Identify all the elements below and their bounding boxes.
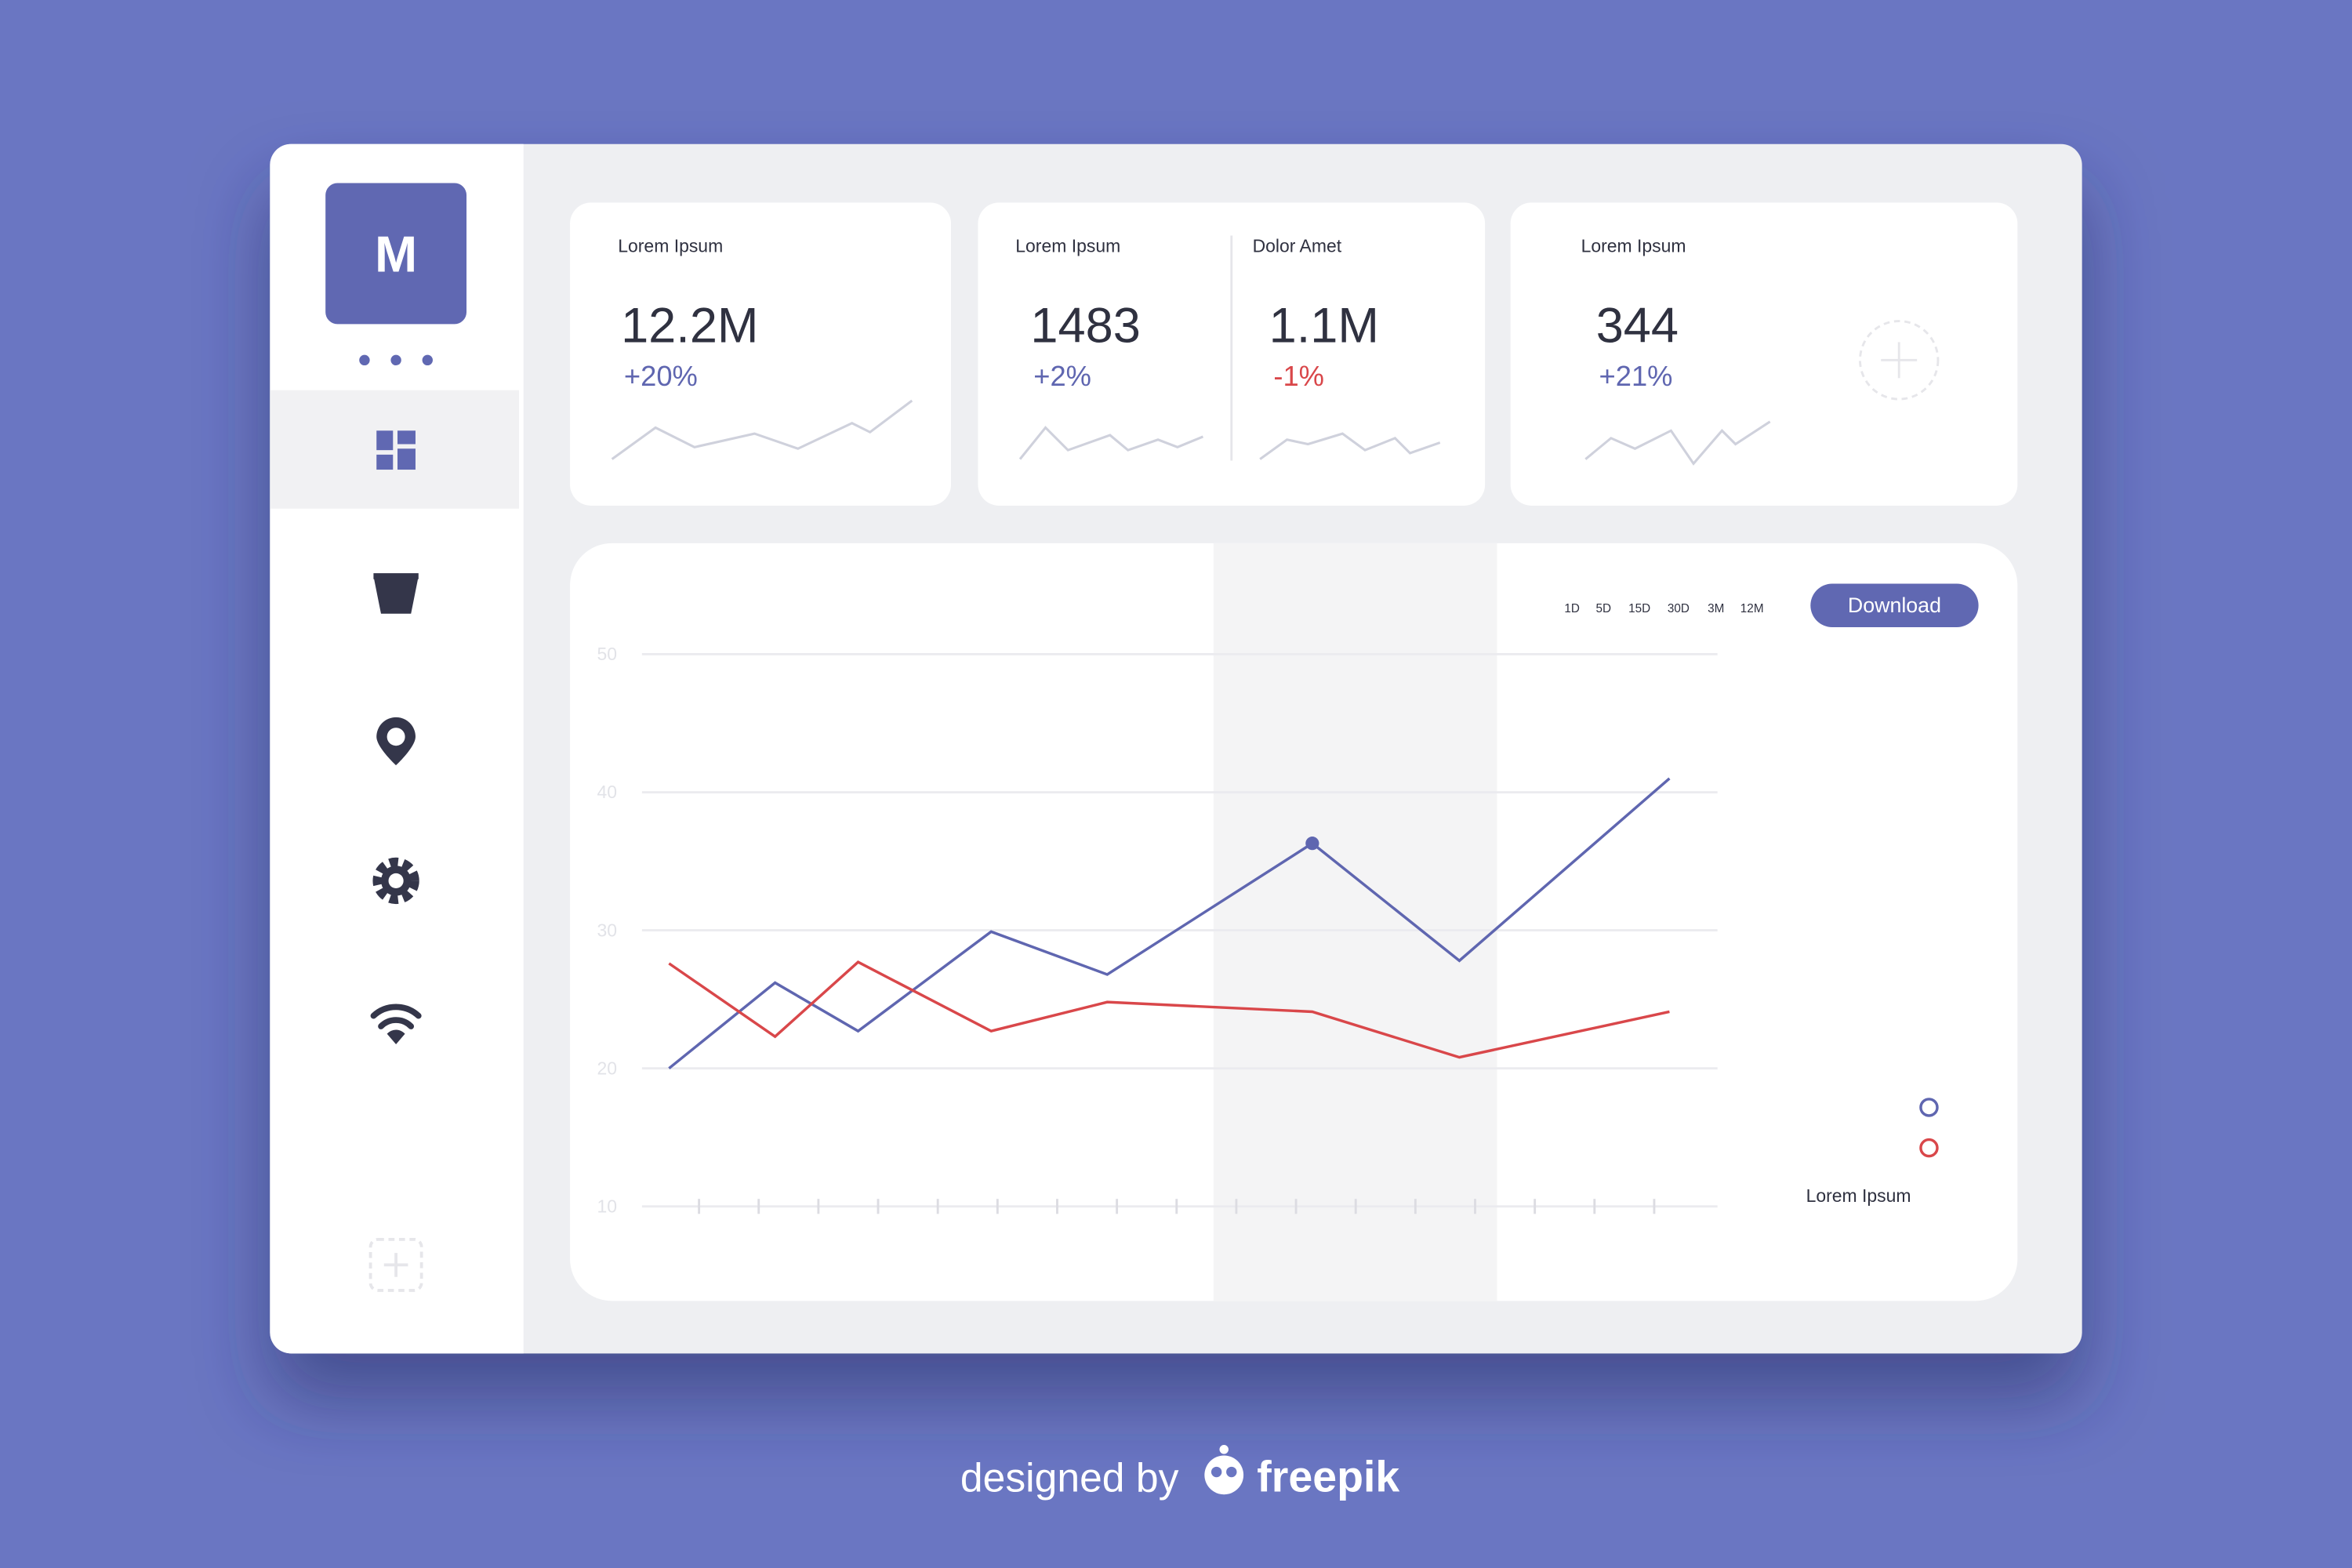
add-nav[interactable] (368, 1237, 423, 1292)
add-widget[interactable] (1859, 320, 1940, 401)
metric-change: +20% (624, 360, 698, 392)
metric-label: Lorem Ipsum (1015, 236, 1120, 256)
sparkline (1259, 432, 1441, 460)
range-option[interactable]: 15D (1628, 602, 1650, 615)
card (1510, 202, 2018, 506)
range-option[interactable]: 30D (1668, 602, 1690, 615)
footer-brand: freepik (1257, 1452, 1399, 1501)
footer-prefix: designed by (960, 1454, 1179, 1500)
range-option[interactable]: 12M (1740, 602, 1764, 615)
settings-icon[interactable] (372, 857, 419, 905)
more-dots[interactable] (359, 354, 433, 366)
legend-swatch (1919, 1138, 1939, 1158)
metric-value: 344 (1596, 298, 1679, 353)
y-tick-label: 10 (597, 1196, 617, 1216)
y-tick-label: 40 (597, 782, 617, 802)
metric-change: +21% (1599, 360, 1673, 392)
sparkline (1018, 426, 1204, 460)
legend (1919, 1098, 1939, 1158)
download-label: Download (1848, 593, 1941, 617)
legend-swatch (1919, 1098, 1939, 1117)
range-option[interactable]: 5D (1596, 602, 1612, 615)
location-icon[interactable] (376, 717, 416, 766)
metric-value: 12.2M (621, 298, 758, 353)
range-option[interactable]: 1D (1564, 602, 1580, 615)
plot: 10 20 30 40 50 (597, 644, 1718, 1216)
y-tick-label: 50 (597, 644, 617, 664)
metric-change: -1% (1273, 360, 1324, 392)
active-nav (270, 390, 519, 509)
y-tick-label: 20 (597, 1058, 617, 1078)
series-line (668, 960, 1670, 1059)
logo-letter: M (375, 225, 417, 282)
metric-label: Lorem Ipsum (618, 236, 723, 256)
logo[interactable] (325, 183, 467, 325)
series-line (668, 777, 1671, 1070)
range-selector: 1D 5D 15D 30D 3M 12M (1564, 602, 1763, 615)
y-tick-label: 30 (597, 920, 617, 940)
wifi-dot (387, 1029, 405, 1045)
range-option[interactable]: 3M (1708, 602, 1724, 615)
metric-label: Lorem Ipsum (1581, 236, 1686, 256)
metric-change: +2% (1033, 360, 1091, 392)
highlight-band (1213, 543, 1497, 1301)
sparkline (611, 399, 913, 460)
freepik-logo (1204, 1445, 1244, 1495)
wifi-icon[interactable] (370, 1004, 422, 1029)
highlight-point (1305, 837, 1319, 851)
legend-label: Lorem Ipsum (1806, 1185, 1911, 1206)
metric-value: 1.1M (1269, 298, 1379, 353)
metric-value: 1483 (1030, 298, 1140, 353)
metric-label: Dolor Amet (1253, 236, 1342, 256)
sparkline (1584, 420, 1771, 466)
x-axis-ticks (698, 1199, 1656, 1214)
download-button[interactable] (1810, 583, 1979, 627)
basket-icon[interactable] (373, 573, 419, 614)
dashboard-icon[interactable] (376, 430, 416, 470)
card (570, 202, 952, 506)
